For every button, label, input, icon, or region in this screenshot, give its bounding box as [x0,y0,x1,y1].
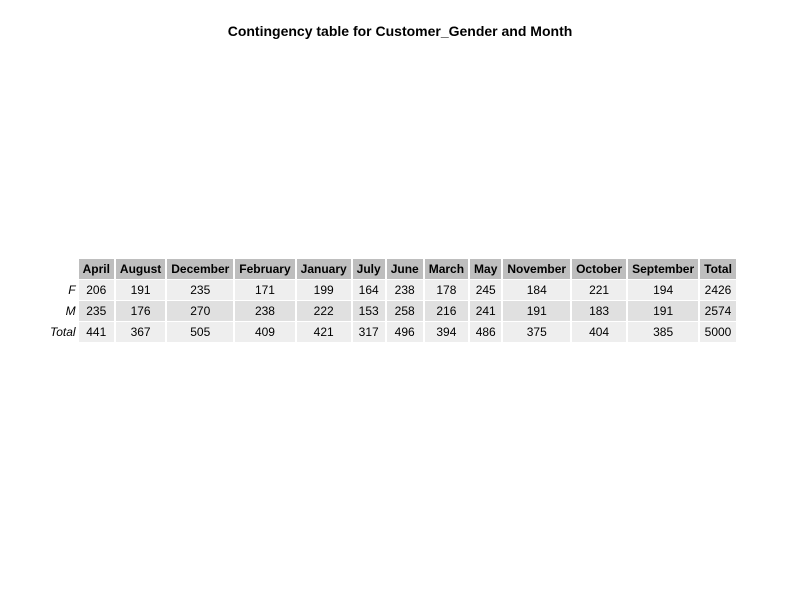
column-header-january: January [296,259,351,280]
column-header-april: April [78,259,114,280]
table-cell: 421 [296,322,351,343]
contingency-table-container: April August December February January July Ju… [48,259,738,343]
table-cell: 183 [572,301,627,322]
table-cell: 238 [386,280,423,301]
table-cell: 258 [386,301,423,322]
table-row-f: F 206 191 235 171 199 164 238 178 245 184 221 194 242… [50,280,736,301]
table-body: F 206 191 235 171 199 164 238 178 245 184 221 194 242… [50,280,736,343]
chart-title: Contingency table for Customer_Gender an… [227,23,573,39]
row-header-m: M [50,301,77,322]
table-cell: 375 [503,322,571,343]
table-cell: 496 [386,322,423,343]
table-cell: 235 [78,301,114,322]
row-header-total: Total [50,322,77,343]
table-cell: 238 [235,301,295,322]
table-cell: 199 [296,280,351,301]
table-cell: 409 [235,322,295,343]
table-cell: 194 [628,280,699,301]
table-row-m: M 235 176 270 238 222 153 258 216 241 191 183 191 257… [50,301,736,322]
column-header-december: December [167,259,234,280]
column-header-may: May [470,259,502,280]
table-header: April August December February January July Ju… [50,259,736,280]
column-header-total: Total [700,259,736,280]
table-cell: 221 [572,280,627,301]
table-cell: 441 [78,322,114,343]
column-header-march: March [424,259,469,280]
table-cell: 486 [470,322,502,343]
column-header-november: November [503,259,571,280]
table-cell: 394 [424,322,469,343]
table-cell: 164 [352,280,385,301]
column-header-october: October [572,259,627,280]
column-header-june: June [386,259,423,280]
table-cell: 241 [470,301,502,322]
table-cell: 317 [352,322,385,343]
column-header-february: February [235,259,295,280]
table-cell: 171 [235,280,295,301]
table-cell: 505 [167,322,234,343]
table-cell: 2426 [700,280,736,301]
column-header-july: July [352,259,385,280]
table-cell: 5000 [700,322,736,343]
table-cell: 191 [628,301,699,322]
table-cell: 191 [503,301,571,322]
row-header-f: F [50,280,77,301]
contingency-table: April August December February January July Ju… [48,259,738,343]
table-row-total: Total 441 367 505 409 421 317 496 394 486 375 404 38… [50,322,736,343]
table-cell: 235 [167,280,234,301]
table-cell: 367 [115,322,166,343]
table-cell: 2574 [700,301,736,322]
table-cell: 176 [115,301,166,322]
table-cell: 404 [572,322,627,343]
table-cell: 178 [424,280,469,301]
table-cell: 216 [424,301,469,322]
column-header-august: August [115,259,166,280]
table-cell: 385 [628,322,699,343]
table-cell: 206 [78,280,114,301]
table-cell: 191 [115,280,166,301]
header-row: April August December February January July Ju… [50,259,736,280]
table-cell: 153 [352,301,385,322]
table-cell: 222 [296,301,351,322]
column-header-september: September [628,259,699,280]
table-cell: 245 [470,280,502,301]
table-corner [50,259,77,280]
table-cell: 184 [503,280,571,301]
table-cell: 270 [167,301,234,322]
